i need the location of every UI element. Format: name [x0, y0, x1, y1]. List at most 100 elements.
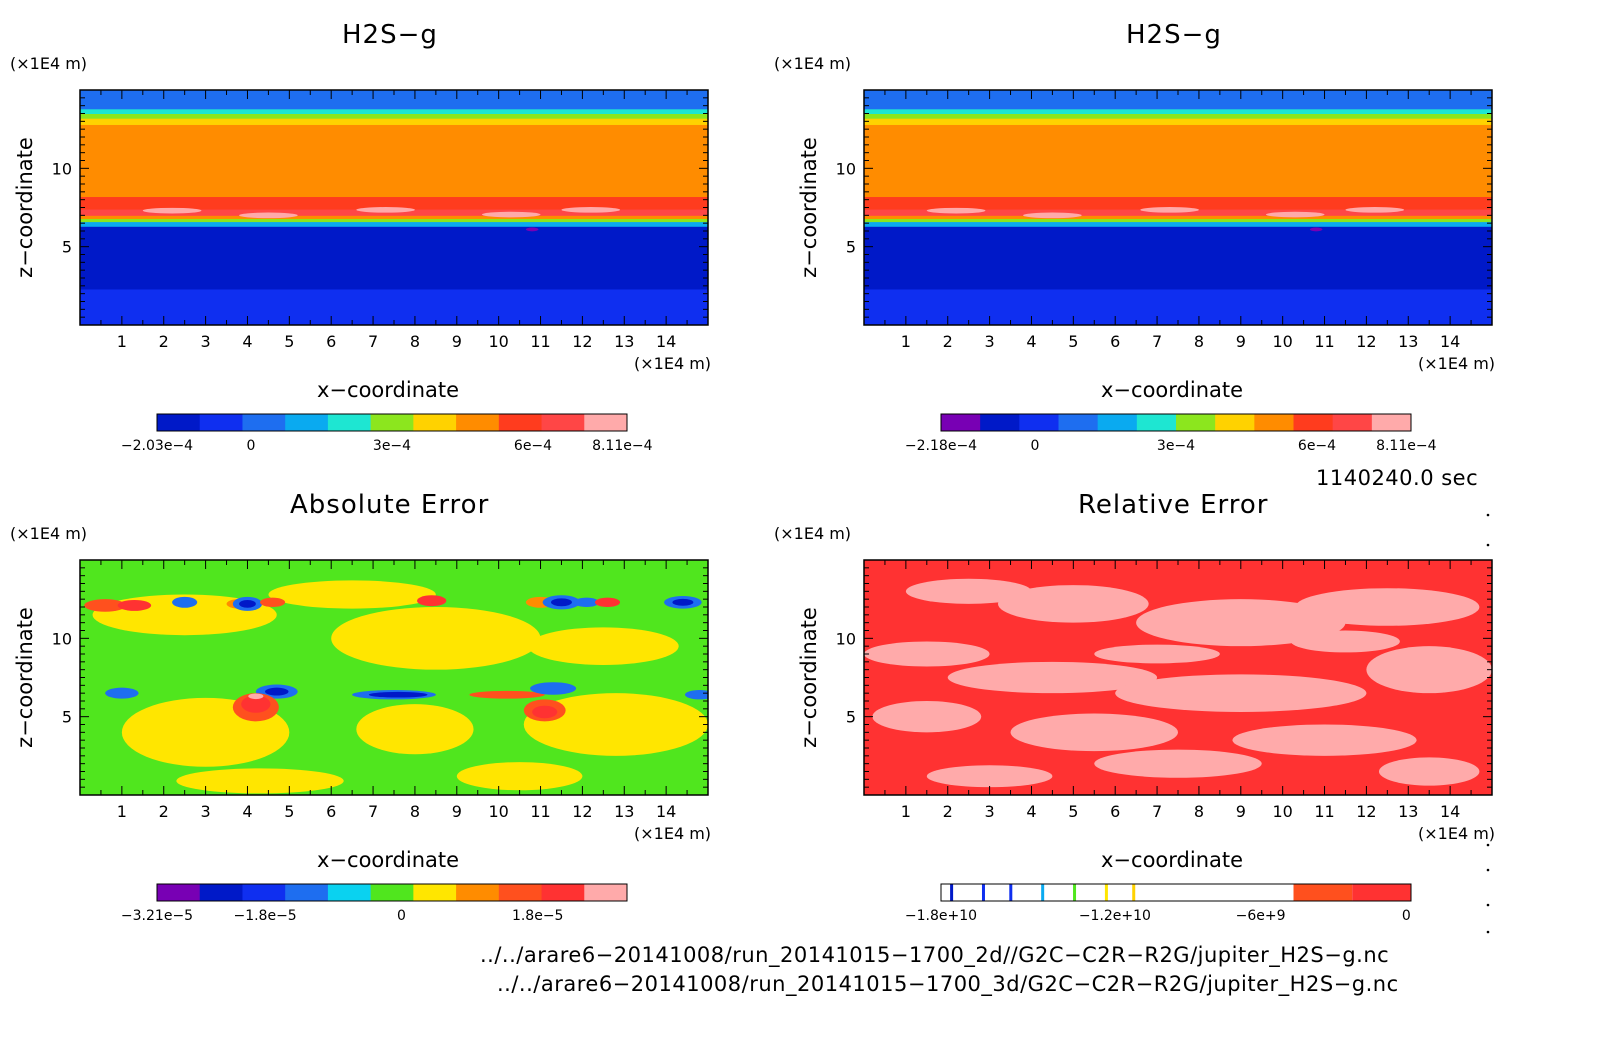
- contour-band: [864, 215, 1492, 219]
- contour-region: [1366, 646, 1492, 694]
- panel3-title: Absolute Error: [290, 490, 490, 520]
- y-tick-label: 10: [836, 159, 856, 178]
- contour-region: [84, 599, 127, 612]
- contour-region: [864, 641, 990, 667]
- x-tick-label: 5: [1068, 802, 1078, 821]
- contour-region: [872, 701, 982, 733]
- x-tick-label: 1: [117, 802, 127, 821]
- colorbar-swatch: [1058, 414, 1099, 431]
- contour-band: [80, 108, 708, 114]
- contour-region: [532, 705, 558, 719]
- colorbar-label: −2.18e−4: [905, 438, 977, 454]
- contour-region: [1295, 588, 1480, 626]
- contour-region: [926, 765, 1053, 788]
- contour-band: [80, 226, 708, 290]
- panel2-colorbar: −2.18e−4 0 3e−4 6e−4 8.11e−4: [905, 413, 1437, 454]
- colorbar-swatch: [981, 884, 985, 901]
- colorbar-swatch: [1019, 414, 1059, 431]
- colorbar-swatch: [1254, 414, 1294, 431]
- contour-region: [176, 768, 344, 794]
- x-tick-label: 13: [614, 802, 634, 821]
- contour-band: [864, 113, 1492, 119]
- colorbar-swatch: [950, 884, 954, 901]
- x-tick-label: 3: [985, 802, 995, 821]
- colorbar-swatch: [584, 884, 628, 901]
- x-tick-label: 4: [1026, 802, 1036, 821]
- file-path-3d: ../../arare6−20141008/run_20141015−1700_…: [497, 972, 1399, 996]
- x-tick-label: 4: [242, 332, 252, 351]
- colorbar-swatch: [157, 414, 201, 431]
- x-tick-label: 2: [159, 802, 169, 821]
- colorbar-label: 8.11e−4: [1376, 438, 1437, 454]
- contour-band: [864, 196, 1492, 210]
- panel2-yunit: (×1E4 m): [774, 54, 852, 73]
- colorbar-label: 6e−4: [1298, 438, 1336, 454]
- colorbar-swatch: [199, 414, 243, 431]
- colorbar-swatch: [456, 414, 500, 431]
- x-tick-label: 10: [488, 332, 508, 351]
- colorbar-label: 0: [1402, 908, 1411, 924]
- contour-band: [80, 124, 708, 198]
- contour-band: [80, 221, 708, 227]
- x-tick-label: 1: [901, 802, 911, 821]
- x-tick-label: 12: [1356, 802, 1376, 821]
- x-tick-label: 9: [452, 332, 462, 351]
- contour-feature: [481, 211, 541, 218]
- colorbar-swatch: [327, 884, 372, 901]
- panel4-title: Relative Error: [1078, 490, 1269, 520]
- contour-region: [1094, 749, 1262, 778]
- y-tick-label: 10: [52, 159, 72, 178]
- x-tick-label: 6: [1110, 802, 1120, 821]
- x-tick-label: 14: [1440, 802, 1460, 821]
- panel3-field: [80, 560, 708, 795]
- marker-dot: [1486, 903, 1490, 907]
- x-tick-label: 13: [1398, 332, 1418, 351]
- contour-region: [117, 599, 152, 611]
- x-tick-label: 8: [1194, 332, 1204, 351]
- panel3-xlabel: x−coordinate: [317, 848, 460, 872]
- panel4-xunit: (×1E4 m): [1418, 824, 1496, 843]
- colorbar-label: 1.8e−5: [512, 908, 564, 924]
- x-tick-label: 2: [943, 332, 953, 351]
- y-axis-label: z−coordinate: [797, 607, 821, 748]
- contour-region: [1136, 599, 1346, 647]
- x-tick-label: 9: [452, 802, 462, 821]
- x-tick-label: 6: [326, 802, 336, 821]
- colorbar-label: 0: [1031, 438, 1040, 454]
- x-tick-label: 11: [1314, 802, 1334, 821]
- y-tick-label: 5: [846, 708, 856, 727]
- contour-region: [1010, 713, 1178, 752]
- colorbar-label: −1.8e−5: [233, 908, 296, 924]
- x-tick-label: 10: [488, 802, 508, 821]
- x-tick-label: 12: [572, 332, 592, 351]
- colorbar-label: −2.03e−4: [121, 438, 193, 454]
- x-tick-label: 13: [614, 332, 634, 351]
- contour-region: [527, 627, 679, 665]
- x-tick-label: 1: [117, 332, 127, 351]
- panel4-colorbar: −1.8e+10 −1.2e+10 −6e+9 0: [905, 883, 1412, 924]
- contour-region: [105, 687, 139, 699]
- x-tick-label: 3: [201, 332, 211, 351]
- x-tick-label: 1: [901, 332, 911, 351]
- contour-feature: [239, 212, 298, 219]
- contour-region: [947, 661, 1158, 694]
- colorbar-swatch: [980, 414, 1020, 431]
- x-tick-label: 10: [1272, 802, 1292, 821]
- y-tick-label: 10: [836, 629, 856, 648]
- contour-feature: [1140, 207, 1199, 213]
- colorbar-swatch: [199, 884, 243, 901]
- colorbar-label: −3.21e−5: [121, 908, 193, 924]
- contour-feature: [356, 207, 415, 213]
- contour-feature: [561, 207, 621, 213]
- panel2-xunit: (×1E4 m): [1418, 354, 1496, 373]
- contour-region: [268, 580, 436, 609]
- colorbar-swatch: [413, 414, 457, 431]
- x-tick-label: 2: [159, 332, 169, 351]
- contour-band: [864, 124, 1492, 198]
- contour-region: [172, 596, 198, 608]
- x-tick-label: 8: [410, 332, 420, 351]
